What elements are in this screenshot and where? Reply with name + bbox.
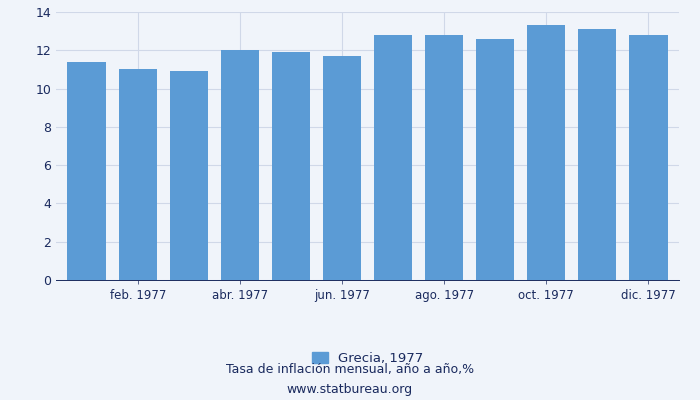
Bar bbox=[169, 71, 208, 280]
Text: www.statbureau.org: www.statbureau.org bbox=[287, 384, 413, 396]
Bar bbox=[629, 35, 668, 280]
Bar bbox=[476, 39, 514, 280]
Bar bbox=[425, 35, 463, 280]
Bar bbox=[118, 70, 157, 280]
Bar bbox=[578, 29, 617, 280]
Bar bbox=[374, 35, 412, 280]
Bar bbox=[323, 56, 361, 280]
Bar bbox=[67, 62, 106, 280]
Bar bbox=[220, 50, 259, 280]
Bar bbox=[527, 25, 566, 280]
Legend: Grecia, 1977: Grecia, 1977 bbox=[307, 346, 428, 370]
Text: Tasa de inflación mensual, año a año,%: Tasa de inflación mensual, año a año,% bbox=[226, 364, 474, 376]
Bar bbox=[272, 52, 310, 280]
